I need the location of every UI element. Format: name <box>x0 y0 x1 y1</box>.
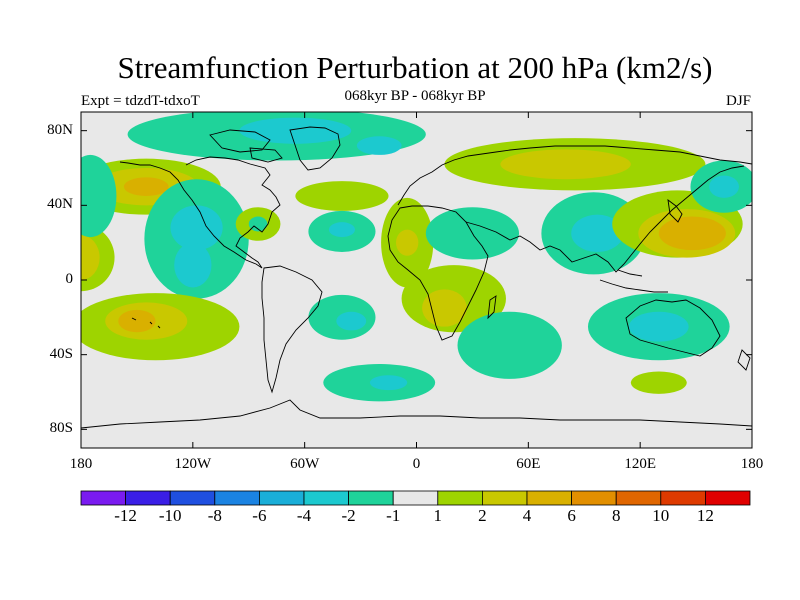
anomaly-region <box>123 177 169 197</box>
colorbar-box <box>705 490 751 506</box>
colorbar-box <box>392 490 439 506</box>
coastline-indonesia <box>599 269 668 293</box>
lon-tick-label: 180 <box>740 456 764 472</box>
colorbar-box <box>437 490 483 506</box>
colorbar-boxes <box>80 490 751 506</box>
colorbar-box <box>169 490 216 506</box>
anomaly-region <box>118 309 156 333</box>
anomaly-region <box>395 229 419 256</box>
colorbar-label: 6 <box>567 506 576 525</box>
anomaly-region <box>81 154 117 238</box>
colorbar-label: -6 <box>252 506 267 525</box>
coastline-madagascar <box>487 295 497 320</box>
anomaly-region <box>295 181 389 211</box>
anomaly-region <box>709 175 739 198</box>
lat-tick-label: 40N <box>47 196 73 213</box>
anomaly-region <box>174 242 212 288</box>
coastline-south-america <box>261 265 323 394</box>
anomaly-region <box>422 289 467 327</box>
coastline-australia <box>625 299 721 357</box>
coastline-arctic-islands <box>209 129 283 163</box>
colorbar-label: 4 <box>522 506 532 525</box>
anomaly-layer <box>81 112 752 402</box>
period-label: 068kyr BP - 068kyr BP <box>344 88 486 104</box>
colorbar-box <box>615 490 662 506</box>
colorbar-label: -12 <box>114 506 137 525</box>
colorbar-label: 1 <box>433 506 443 525</box>
anomaly-region <box>628 311 689 342</box>
colorbar-box <box>571 490 617 506</box>
tick-layer <box>80 112 753 448</box>
anomaly-region <box>336 311 367 331</box>
coastline-antarctica <box>81 399 752 429</box>
anomaly-region <box>328 222 355 238</box>
lat-tick-label: 80N <box>47 121 73 138</box>
colorbar-box <box>214 490 260 506</box>
lon-tick-label: 0 <box>412 456 421 472</box>
lat-tick-label: 40S <box>49 345 73 362</box>
season-label: DJF <box>725 93 751 109</box>
anomaly-region <box>356 136 402 155</box>
anomaly-region <box>170 205 223 251</box>
anomaly-region <box>500 149 631 180</box>
colorbar-label: 2 <box>478 506 487 525</box>
lon-tick-label: 180 <box>69 456 93 472</box>
colorbar-box <box>481 490 528 506</box>
anomaly-region <box>248 216 268 232</box>
colorbar-box <box>80 490 126 506</box>
lat-tick-label: 80S <box>49 420 73 437</box>
chart-title: Streamfunction Perturbation at 200 hPa (… <box>117 50 713 85</box>
coastline-layer <box>81 126 752 429</box>
coastline-europe <box>397 145 752 206</box>
colorbar-label: 12 <box>696 506 714 525</box>
coastline-africa <box>387 205 489 341</box>
coastline-north-america <box>119 156 281 269</box>
colorbar-box <box>348 490 394 506</box>
coastline-japan <box>667 198 683 223</box>
coastline-greenland <box>289 126 341 171</box>
lat-tick-label: 0 <box>65 271 74 287</box>
colorbar-box <box>125 490 171 506</box>
coastline-islands <box>131 317 161 329</box>
colorbar-label: 8 <box>611 506 621 525</box>
coastline-asia <box>465 165 745 273</box>
anomaly-region <box>457 311 562 379</box>
anomaly-region <box>630 371 687 394</box>
colorbar-label: -8 <box>207 506 222 525</box>
colorbar-label: -4 <box>296 506 312 525</box>
experiment-label: Expt = tdzdT-tdxoT <box>81 93 200 109</box>
colorbar-box <box>258 490 305 506</box>
lon-tick-label: 60E <box>516 456 541 472</box>
anomaly-region <box>658 216 726 251</box>
lon-tick-label: 60W <box>290 456 320 472</box>
colorbar-label: -10 <box>158 506 182 525</box>
colorbar-label: -1 <box>386 506 401 525</box>
anomaly-region <box>571 214 624 252</box>
lon-tick-label: 120W <box>174 456 212 472</box>
anomaly-region <box>239 117 352 144</box>
anomaly-region <box>369 375 408 391</box>
lon-tick-label: 120E <box>624 456 656 472</box>
anomaly-region <box>81 235 100 280</box>
colorbar-label: -2 <box>341 506 356 525</box>
coastline-new-zealand <box>737 349 751 371</box>
colorbar-box <box>526 490 572 506</box>
colorbar-box <box>303 490 349 506</box>
colorbar-label: 10 <box>652 506 670 525</box>
colorbar-box <box>660 490 706 506</box>
